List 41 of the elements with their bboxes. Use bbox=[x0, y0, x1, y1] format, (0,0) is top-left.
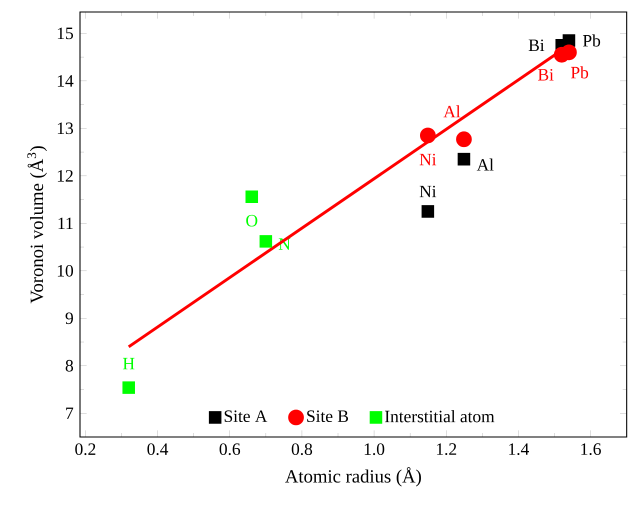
point bbox=[422, 205, 434, 218]
legend-label: Site A bbox=[224, 410, 268, 422]
x-tick-label: 1.6 bbox=[581, 443, 601, 456]
y-tick-label: 10 bbox=[58, 264, 74, 277]
data-label: Ni bbox=[420, 154, 436, 166]
x-axis-title: Atomic radius (Å) bbox=[285, 467, 421, 486]
y-tick-label: 15 bbox=[58, 28, 74, 40]
x-tick-label: 1.0 bbox=[364, 443, 384, 456]
data-label: O bbox=[246, 214, 258, 227]
y-tick-label: 8 bbox=[66, 360, 74, 372]
point bbox=[245, 190, 258, 203]
data-label: Bi bbox=[528, 39, 544, 51]
point bbox=[456, 131, 472, 148]
y-axis-title: Voronoi volume (Å$^{3}$) bbox=[27, 146, 47, 304]
point bbox=[562, 34, 576, 47]
y-tick-label: 9 bbox=[66, 312, 73, 324]
point bbox=[122, 381, 135, 394]
y-tick-label: 11 bbox=[58, 218, 73, 230]
point bbox=[260, 235, 272, 248]
legend-label: Interstitial atom bbox=[384, 410, 494, 422]
point bbox=[420, 128, 436, 144]
y-tick-label: 7 bbox=[66, 408, 74, 419]
x-tick-label: 1.2 bbox=[436, 443, 456, 456]
x-tick-label: 0.6 bbox=[220, 443, 240, 456]
data-label: Al bbox=[476, 158, 494, 171]
y-tick-label: 14 bbox=[58, 75, 74, 87]
x-tick-label: 0.8 bbox=[292, 443, 312, 456]
data-label: Pb bbox=[582, 34, 600, 47]
data-label: Pb bbox=[570, 66, 588, 78]
x-tick-label: 1.4 bbox=[509, 443, 529, 456]
data-label: Ni bbox=[420, 186, 436, 198]
legend-label: Site B bbox=[307, 410, 348, 422]
data-label: Al bbox=[443, 105, 460, 118]
point bbox=[458, 152, 470, 166]
y-tick-label: 13 bbox=[58, 122, 74, 134]
data-label: Bi bbox=[538, 68, 554, 80]
data-label: H bbox=[122, 358, 134, 370]
x-tick-label: 0.2 bbox=[75, 443, 96, 456]
point bbox=[561, 44, 577, 60]
y-tick-label: 12 bbox=[58, 170, 73, 182]
x-tick-label: 0.4 bbox=[147, 443, 168, 456]
